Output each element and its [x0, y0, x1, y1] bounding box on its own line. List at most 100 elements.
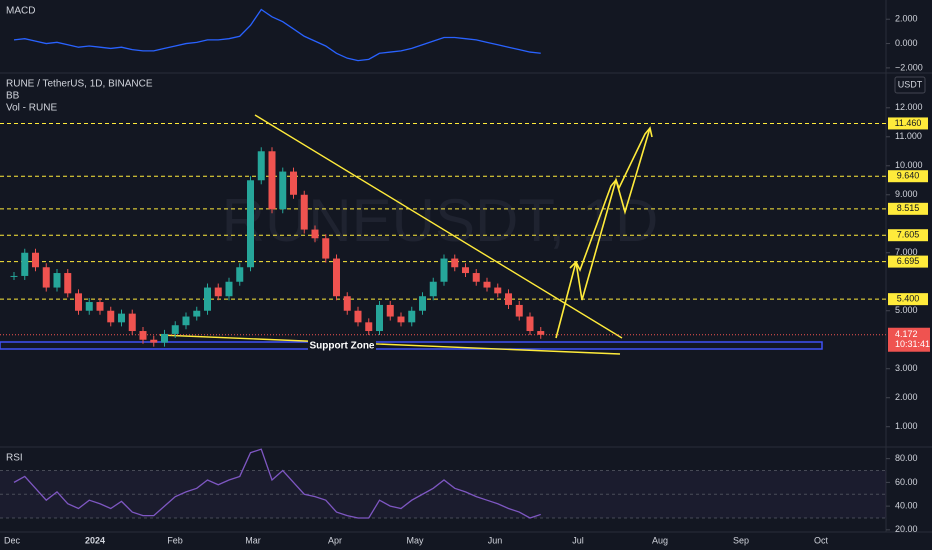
- candle-body: [494, 287, 502, 294]
- candle-body: [386, 304, 394, 317]
- y-tick-label: −2.000: [895, 62, 923, 72]
- x-tick-label: Jun: [488, 535, 503, 545]
- level-label-bg: [888, 229, 928, 242]
- x-tick-label: Oct: [814, 535, 829, 545]
- candle-body: [64, 273, 72, 294]
- y-tick-label: 2.000: [895, 392, 918, 402]
- y-tick-label: 20.00: [895, 524, 918, 534]
- pane-title: RSI: [6, 453, 23, 464]
- arrow-head: [569, 126, 653, 273]
- trendline: [159, 334, 621, 355]
- candle-body: [515, 304, 523, 317]
- y-tick-label: 5.000: [895, 305, 918, 315]
- level-label: 11.460: [895, 118, 922, 128]
- candle-body: [107, 310, 115, 323]
- level-label-bg: [888, 170, 928, 183]
- candle-body: [354, 310, 362, 323]
- x-tick-label: Apr: [328, 535, 342, 545]
- candle-body: [171, 325, 179, 334]
- candle-body: [440, 258, 448, 282]
- candle-body: [290, 171, 297, 195]
- candle-body: [53, 273, 61, 288]
- level-label-bg: [888, 202, 928, 215]
- y-tick-label: 80.00: [895, 453, 918, 463]
- indicator-label: Vol - RUNE: [6, 103, 57, 114]
- candle-body: [139, 331, 147, 340]
- level-label: 5.400: [897, 294, 920, 304]
- trendline: [254, 114, 623, 339]
- candle-body: [236, 267, 244, 282]
- y-tick-label: 9.000: [895, 189, 918, 199]
- y-tick-label: 1.000: [895, 421, 918, 431]
- y-tick-label: 0.000: [895, 38, 918, 48]
- level-label-bg: [888, 293, 928, 306]
- y-tick-label: 2.000: [895, 14, 918, 24]
- candle-body: [193, 310, 201, 317]
- candle-body: [462, 267, 469, 274]
- last-price-bg: [888, 327, 930, 352]
- level-label-bg: [888, 117, 928, 130]
- candle-body: [182, 316, 190, 326]
- candle-body: [214, 287, 222, 297]
- candle-body: [118, 313, 125, 323]
- annotation-bg: [308, 340, 376, 351]
- level-label: 8.515: [897, 203, 920, 213]
- y-tick-label: 10.000: [895, 160, 923, 170]
- candle-body: [279, 171, 287, 210]
- last-price: 4.172: [895, 329, 918, 339]
- candle-body: [365, 322, 373, 332]
- candle-body: [343, 296, 351, 311]
- candle-body: [333, 258, 340, 297]
- x-tick-label: May: [406, 535, 424, 545]
- y-tick-label: 60.00: [895, 477, 918, 487]
- currency-box[interactable]: [894, 76, 926, 94]
- candle-body: [21, 252, 29, 276]
- pane-title: MACD: [6, 6, 35, 17]
- x-tick-label: Mar: [245, 535, 261, 545]
- candle-body: [42, 267, 50, 288]
- y-tick-label: 40.00: [895, 500, 918, 510]
- x-tick-label: Sep: [733, 535, 749, 545]
- level-label: 6.695: [897, 256, 920, 266]
- countdown: 10:31:41: [895, 339, 930, 349]
- y-tick-label: 7.000: [895, 247, 918, 257]
- candle-body: [300, 194, 308, 230]
- level-label: 7.605: [897, 230, 920, 240]
- annotation: Support Zone: [310, 341, 375, 352]
- candle-body: [96, 302, 104, 311]
- candle-body: [451, 258, 459, 268]
- candle-body: [376, 304, 383, 332]
- currency[interactable]: USDT: [898, 79, 923, 89]
- level-label-bg: [888, 255, 928, 268]
- rsi-line: [13, 448, 541, 519]
- watermark: RUNEUSDT, 1D: [222, 187, 659, 254]
- candle-body: [408, 310, 416, 323]
- level-label: 9.640: [897, 171, 920, 181]
- x-tick-label: 2024: [85, 535, 105, 545]
- y-tick-label: 3.000: [895, 363, 918, 373]
- candle-body: [472, 273, 480, 282]
- chart-title: RUNE / TetherUS, 1D, BINANCE: [6, 79, 153, 90]
- macd-line: [13, 8, 541, 62]
- x-tick-label: Aug: [652, 535, 668, 545]
- x-tick-label: Jul: [572, 535, 584, 545]
- candle-body: [32, 252, 39, 268]
- candle-body: [257, 151, 265, 181]
- candle-body: [322, 238, 330, 259]
- candle-body: [204, 287, 211, 311]
- candle-body: [311, 229, 319, 239]
- candle-body: [225, 281, 233, 297]
- candle-body: [526, 316, 534, 332]
- indicator-label: BB: [6, 91, 20, 102]
- y-tick-label: 11.000: [895, 131, 922, 141]
- candle-body: [397, 316, 405, 323]
- support-zone: [0, 341, 823, 350]
- candle-body: [85, 302, 93, 311]
- candle-body: [128, 313, 136, 332]
- candle-body: [161, 333, 168, 343]
- candle-body: [429, 281, 437, 297]
- candle-body: [419, 296, 426, 311]
- candle-body: [247, 180, 254, 268]
